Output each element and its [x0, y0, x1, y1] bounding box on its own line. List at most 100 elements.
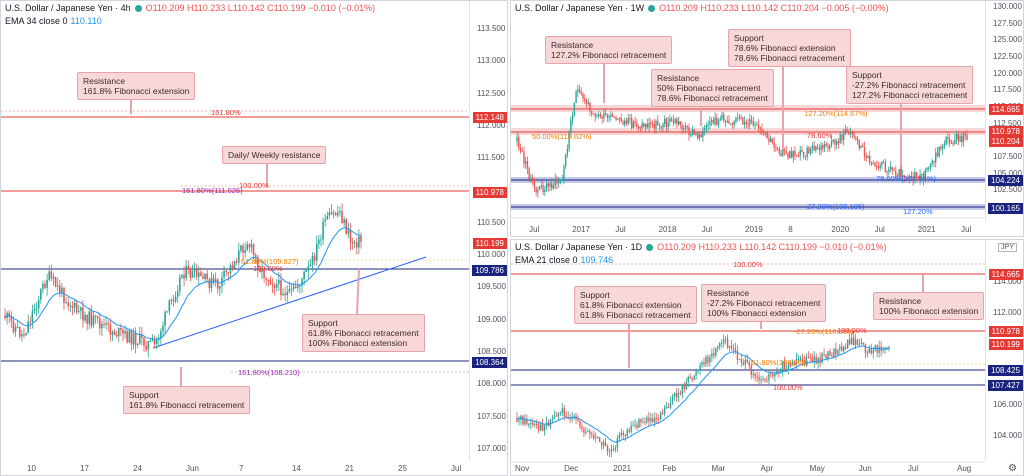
candle-body [559, 179, 562, 183]
candle-body [846, 129, 848, 132]
annotation-resistance-50[interactable]: Resistance 50% Fibonacci retracement 78.… [651, 69, 774, 107]
candle-body [834, 139, 836, 145]
candle-body [583, 428, 585, 433]
candle-body [360, 236, 362, 242]
candle-body [622, 432, 624, 435]
candle-body [790, 151, 793, 158]
annotation-resistance-161[interactable]: Resistance 161.8% Fibonacci extension [77, 72, 196, 100]
annotation-support-618[interactable]: Support 61.8% Fibonacci extension 61.8% … [574, 286, 697, 324]
candle-body [128, 330, 131, 343]
candle-body [865, 156, 867, 159]
candle-body [728, 121, 730, 124]
candle-body [204, 273, 206, 280]
candle-body [227, 272, 230, 274]
candle-body [827, 351, 829, 359]
candle-body [577, 89, 579, 92]
candle-body [581, 426, 583, 429]
annotation-resistance-272[interactable]: Resistance -27.2% Fibonacci retracement … [701, 284, 827, 322]
x-tick-label: Jun [858, 464, 872, 473]
candle-body [935, 152, 937, 163]
candle-body [105, 323, 107, 325]
candle-body [328, 212, 331, 216]
candle-body [311, 255, 314, 265]
y-tick-label: 112.000 [477, 120, 506, 130]
annotation-support-786[interactable]: Support 78.6% Fibonacci extension 78.6% … [728, 29, 851, 67]
price-axis-1w[interactable] [985, 1, 986, 222]
candle-body [742, 117, 744, 125]
symbol-title-1d[interactable]: U.S. Dollar / Japanese Yen · 1D [515, 242, 643, 252]
candle-body [807, 356, 810, 358]
candle-body [848, 131, 850, 134]
candle-body [591, 111, 593, 114]
price-axis-1d[interactable] [985, 240, 986, 461]
candle-body [265, 277, 268, 280]
candle-body [563, 408, 565, 417]
candle-body [535, 187, 537, 193]
symbol-title-4h[interactable]: U.S. Dollar / Japanese Yen · 4h [5, 3, 131, 13]
candle-body [585, 100, 588, 104]
candle-body [614, 447, 617, 450]
candle-body [815, 356, 817, 364]
price-tag-resistance: 114.665 [988, 104, 1023, 115]
fib-level-label: 100.00% [253, 264, 283, 273]
y-tick-label: 122.500 [993, 52, 1022, 61]
annotation-support-161[interactable]: Support 161.8% Fibonacci retracement [123, 386, 251, 414]
candle-body [818, 148, 821, 151]
candle-body [202, 276, 204, 280]
candle-body [747, 124, 749, 126]
candle-body [829, 145, 831, 149]
candle-body [172, 300, 175, 302]
ema-legend-4h[interactable]: EMA 34 close 0 110.110 [5, 16, 102, 26]
candle-body [33, 309, 36, 312]
candle-body [322, 221, 324, 240]
candle-body [61, 287, 63, 294]
annotation-support-272[interactable]: Support -27.2% Fibonacci retracement 127… [846, 66, 974, 104]
candle-body [565, 416, 567, 418]
chart-pane-4h[interactable]: U.S. Dollar / Japanese Yen · 4h O110.209… [0, 0, 508, 476]
annotation-support-trendline[interactable]: Support 61.8% Fibonacci retracement 100%… [302, 314, 425, 352]
annotation-resistance-1272[interactable]: Resistance 127.2% Fibonacci retracement [545, 36, 673, 64]
price-tag-support: 108.425 [988, 365, 1023, 376]
candle-body [665, 406, 668, 408]
candle-body [878, 346, 880, 353]
candle-body [691, 129, 694, 135]
chart-pane-1w[interactable]: U.S. Dollar / Japanese Yen · 1W O110.209… [510, 0, 1024, 237]
candle-body [297, 285, 299, 289]
currency-badge[interactable]: JPY [998, 243, 1017, 252]
candle-body [48, 271, 51, 280]
settings-gear-icon[interactable]: ⚙ [1008, 463, 1017, 474]
candle-body [713, 352, 715, 356]
candle-body [535, 423, 538, 425]
candle-body [246, 244, 249, 251]
candle-body [750, 119, 753, 122]
candle-body [573, 102, 576, 116]
candle-body [928, 167, 930, 169]
candle-body [835, 348, 837, 355]
candle-body [256, 256, 259, 270]
symbol-title-1w[interactable]: U.S. Dollar / Japanese Yen · 1W [515, 3, 645, 13]
candle-body [111, 331, 114, 335]
candle-body [557, 413, 560, 417]
candle-body [654, 417, 656, 423]
chart-pane-1d[interactable]: U.S. Dollar / Japanese Yen · 1D O110.209… [510, 239, 1024, 476]
candle-body [337, 212, 339, 216]
annotation-daily-weekly-resistance[interactable]: Daily/ Weekly resistance [222, 146, 327, 164]
ema-legend-1d[interactable]: EMA 21 close 0 109.746 [515, 255, 613, 265]
candle-body [683, 384, 686, 390]
candle-body [663, 118, 666, 124]
candle-body [608, 116, 610, 118]
fib-level-label: 50.00%(110.62%) [532, 132, 592, 141]
y-tick-label: 130.000 [993, 2, 1022, 11]
candle-body [35, 308, 38, 310]
x-tick-label: 7 [239, 464, 244, 473]
fib-level-label: 27.20%(100.196) [807, 202, 865, 211]
candle-body [764, 132, 767, 134]
candle-body [282, 293, 284, 296]
y-tick-label: 110.000 [477, 250, 506, 260]
candle-body [518, 137, 520, 148]
candle-body [789, 362, 792, 366]
candle-body [589, 431, 591, 434]
annotation-resistance-100[interactable]: Resistance 100% Fibonacci extension [873, 292, 985, 320]
price-axis-4h[interactable] [469, 1, 470, 461]
candle-body [545, 183, 548, 190]
